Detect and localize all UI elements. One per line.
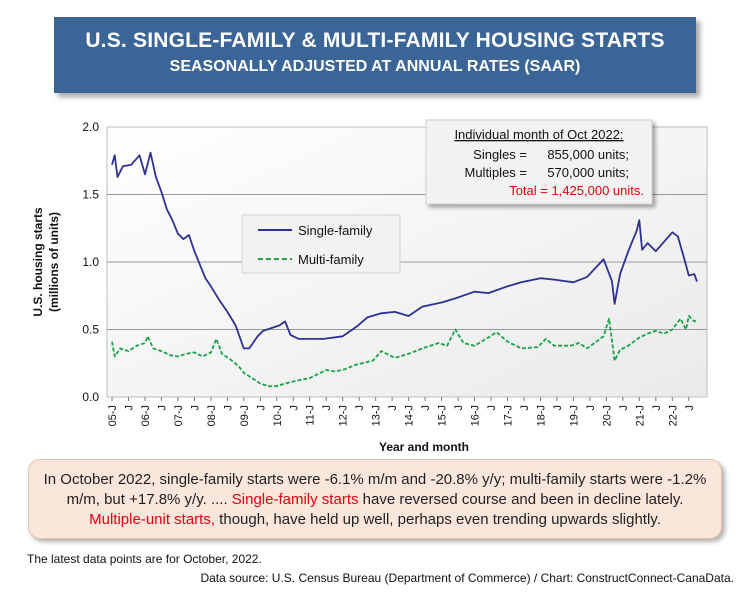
footnote: The latest data points are for October, …	[27, 552, 262, 566]
x-tick-label: J	[420, 405, 432, 411]
x-tick-label: 19-J	[568, 405, 580, 426]
info-box: Individual month of Oct 2022: Singles = …	[425, 119, 653, 205]
source-note: Data source: U.S. Census Bureau (Departm…	[200, 571, 734, 585]
y-tick-label: 0.5	[82, 323, 99, 337]
y-tick-label: 2.0	[82, 120, 99, 134]
x-tick-label: J	[222, 405, 234, 411]
y-axis-label-units: (millions of units)	[47, 212, 61, 312]
x-tick-label: J	[519, 405, 531, 411]
chart-svg: 0.0 0.5 1.0 1.5 2.0 05-J J 06-J J 07-J J 08-J J 09-J…	[31, 119, 708, 454]
x-tick-label: 18-J	[535, 405, 547, 426]
info-singles-label: Singles =	[473, 147, 527, 162]
x-tick-label: 10-J	[272, 405, 284, 426]
chart-subtitle: SEASONALLY ADJUSTED AT ANNUAL RATES (SAA…	[169, 58, 581, 75]
x-tick-label: J	[288, 405, 300, 411]
x-axis-ticks: 05-J J 06-J J 07-J J 08-J J 09-J J 10-J J 11-J J 12-J J…	[107, 397, 696, 426]
x-tick-label: J	[453, 405, 465, 411]
commentary-text-1: In October 2022, single-family starts we…	[43, 471, 707, 508]
x-tick-label: 08-J	[206, 405, 218, 426]
legend-label-single: Single-family	[298, 223, 373, 238]
x-tick-label: 16-J	[470, 405, 482, 426]
x-tick-label: 07-J	[173, 405, 185, 426]
x-tick-label: J	[189, 405, 201, 411]
commentary-text-2: have reversed course and been in decline…	[358, 491, 684, 508]
x-tick-label: J	[387, 405, 399, 411]
y-tick-label: 1.5	[82, 188, 99, 202]
info-multiples-label: Multiples =	[465, 165, 528, 180]
x-tick-label: 06-J	[140, 405, 152, 426]
chart-title: U.S. SINGLE-FAMILY & MULTI-FAMILY HOUSIN…	[85, 29, 665, 52]
legend-label-multi: Multi-family	[298, 252, 364, 267]
x-tick-label: 13-J	[371, 405, 383, 426]
x-axis-label: Year and month	[379, 440, 469, 454]
series-line-single-family	[111, 151, 698, 350]
x-tick-label: J	[321, 405, 333, 411]
info-multiples-value: 570,000 units;	[547, 165, 629, 180]
x-tick-label: J	[552, 405, 564, 411]
y-tick-label: 0.0	[82, 390, 99, 404]
commentary-highlight-multi: Multiple-unit starts,	[89, 511, 216, 528]
x-tick-label: 21-J	[634, 405, 646, 426]
title-banner: U.S. SINGLE-FAMILY & MULTI-FAMILY HOUSIN…	[54, 17, 696, 93]
x-tick-label: J	[486, 405, 498, 411]
x-tick-label: 15-J	[437, 405, 449, 426]
y-axis-ticks: 0.0 0.5 1.0 1.5 2.0	[82, 120, 99, 404]
x-tick-label: J	[618, 405, 630, 411]
x-tick-label: J	[684, 405, 696, 411]
x-tick-label: J	[585, 405, 597, 411]
x-tick-label: J	[255, 405, 267, 411]
x-tick-label: 20-J	[601, 405, 613, 426]
y-axis-label: U.S. housing starts	[31, 207, 45, 317]
x-tick-label: 22-J	[667, 405, 679, 426]
x-tick-label: J	[123, 405, 135, 411]
legend-box	[241, 214, 401, 274]
x-tick-label: 05-J	[107, 405, 119, 426]
x-tick-label: J	[156, 405, 168, 411]
commentary-highlight-single: Single-family starts	[231, 491, 359, 508]
info-heading: Individual month of Oct 2022:	[454, 127, 623, 142]
x-tick-label: 17-J	[502, 405, 514, 426]
x-tick-label: 12-J	[338, 405, 350, 426]
x-tick-label: 11-J	[305, 405, 317, 426]
series-line-multi-family	[111, 315, 698, 388]
info-box-bg	[425, 119, 653, 205]
commentary-box: In October 2022, single-family starts we…	[28, 459, 722, 539]
x-tick-label: J	[651, 405, 663, 411]
x-tick-label: 09-J	[239, 405, 251, 426]
legend: Single-family Multi-family	[241, 214, 401, 274]
info-singles-value: 855,000 units;	[547, 147, 629, 162]
x-tick-label: 14-J	[404, 405, 416, 426]
info-total: Total = 1,425,000 units.	[509, 183, 644, 198]
commentary-text-3: though, have held up well, perhaps even …	[215, 511, 661, 528]
x-tick-label: J	[354, 405, 366, 411]
y-tick-label: 1.0	[82, 255, 99, 269]
series-layer	[111, 151, 698, 388]
